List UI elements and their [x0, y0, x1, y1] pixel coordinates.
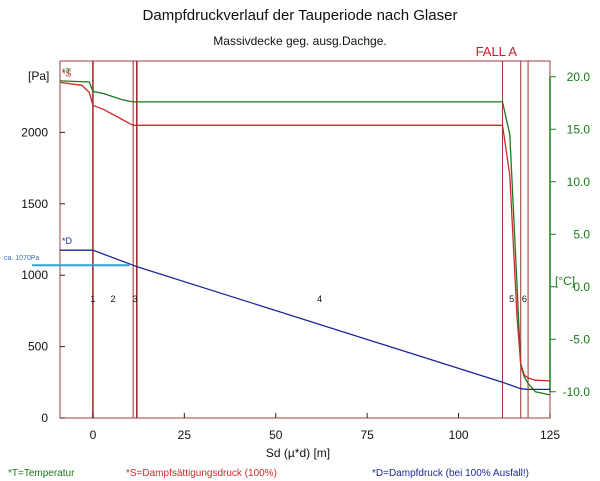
y-left-tick-label: 500 [28, 340, 48, 354]
x-tick-label: 100 [449, 428, 469, 442]
y-right-tick-label: 5.0 [573, 227, 590, 241]
series-line [59, 80, 551, 396]
series-line [60, 249, 550, 391]
chart-title: Dampfdruckverlauf der Tauperiode nach Gl… [143, 7, 458, 24]
layer-label: 1 [90, 294, 95, 304]
series-label: *D [62, 236, 73, 246]
legend-entry: *S=Dampfsättigungsdruck (100%) [126, 468, 277, 479]
y-left-unit: [Pa] [28, 69, 49, 83]
y-right-tick-label: -10.0 [563, 385, 591, 399]
y-left-tick-label: 2000 [21, 125, 48, 139]
layer-label: 3 [132, 294, 137, 304]
y-right-tick-label: 20.0 [567, 70, 591, 84]
layer-label: 5 [509, 294, 514, 304]
series-lines [59, 80, 551, 396]
series-line [59, 81, 551, 382]
layer-label: 6 [522, 294, 527, 304]
legend-entry: *D=Dampfdruck (bei 100% Ausfall!) [372, 468, 529, 479]
series-label: *S [62, 68, 72, 78]
x-axis-label: Sd (µ*d) [m] [266, 446, 330, 460]
legend-entry: *T=Temperatur [8, 468, 75, 479]
y-right-tick-label: 15.0 [567, 122, 591, 136]
x-tick-label: 0 [90, 428, 97, 442]
y-right-tick-label: -5.0 [569, 332, 590, 346]
marker-label: ca. 1070Pa [4, 255, 40, 262]
y-left-tick-label: 0 [41, 411, 48, 425]
case-label: FALL A [476, 44, 518, 59]
y-left-tick-label: 1500 [21, 197, 48, 211]
series-label: *T [62, 67, 72, 77]
y-right-tick-label: 0.0 [573, 280, 590, 294]
left-axis: 0 500 1000 1500 2000 [21, 125, 65, 425]
layer-label: 2 [111, 294, 116, 304]
x-tick-label: 25 [178, 428, 192, 442]
legend: *T=Temperatur *S=Dampfsättigungsdruck (10… [8, 468, 529, 479]
series-labels: *T*S *D [62, 67, 73, 246]
x-tick-label: 50 [269, 428, 283, 442]
y-left-tick-label: 1000 [21, 268, 48, 282]
x-tick-label: 125 [540, 428, 560, 442]
layer-label: 4 [317, 294, 322, 304]
y-right-tick-label: 10.0 [567, 175, 591, 189]
x-axis: 0 25 50 75 100 125 [90, 413, 560, 442]
chart-subtitle: Massivdecke geg. ausg.Dachge. [213, 34, 386, 48]
right-axis: 20.0 15.0 10.0 5.0 0.0 -5.0 -10.0 [549, 70, 591, 399]
y-right-unit: [°C] [555, 274, 575, 288]
x-tick-label: 75 [360, 428, 374, 442]
layer-boundaries [92, 61, 529, 418]
